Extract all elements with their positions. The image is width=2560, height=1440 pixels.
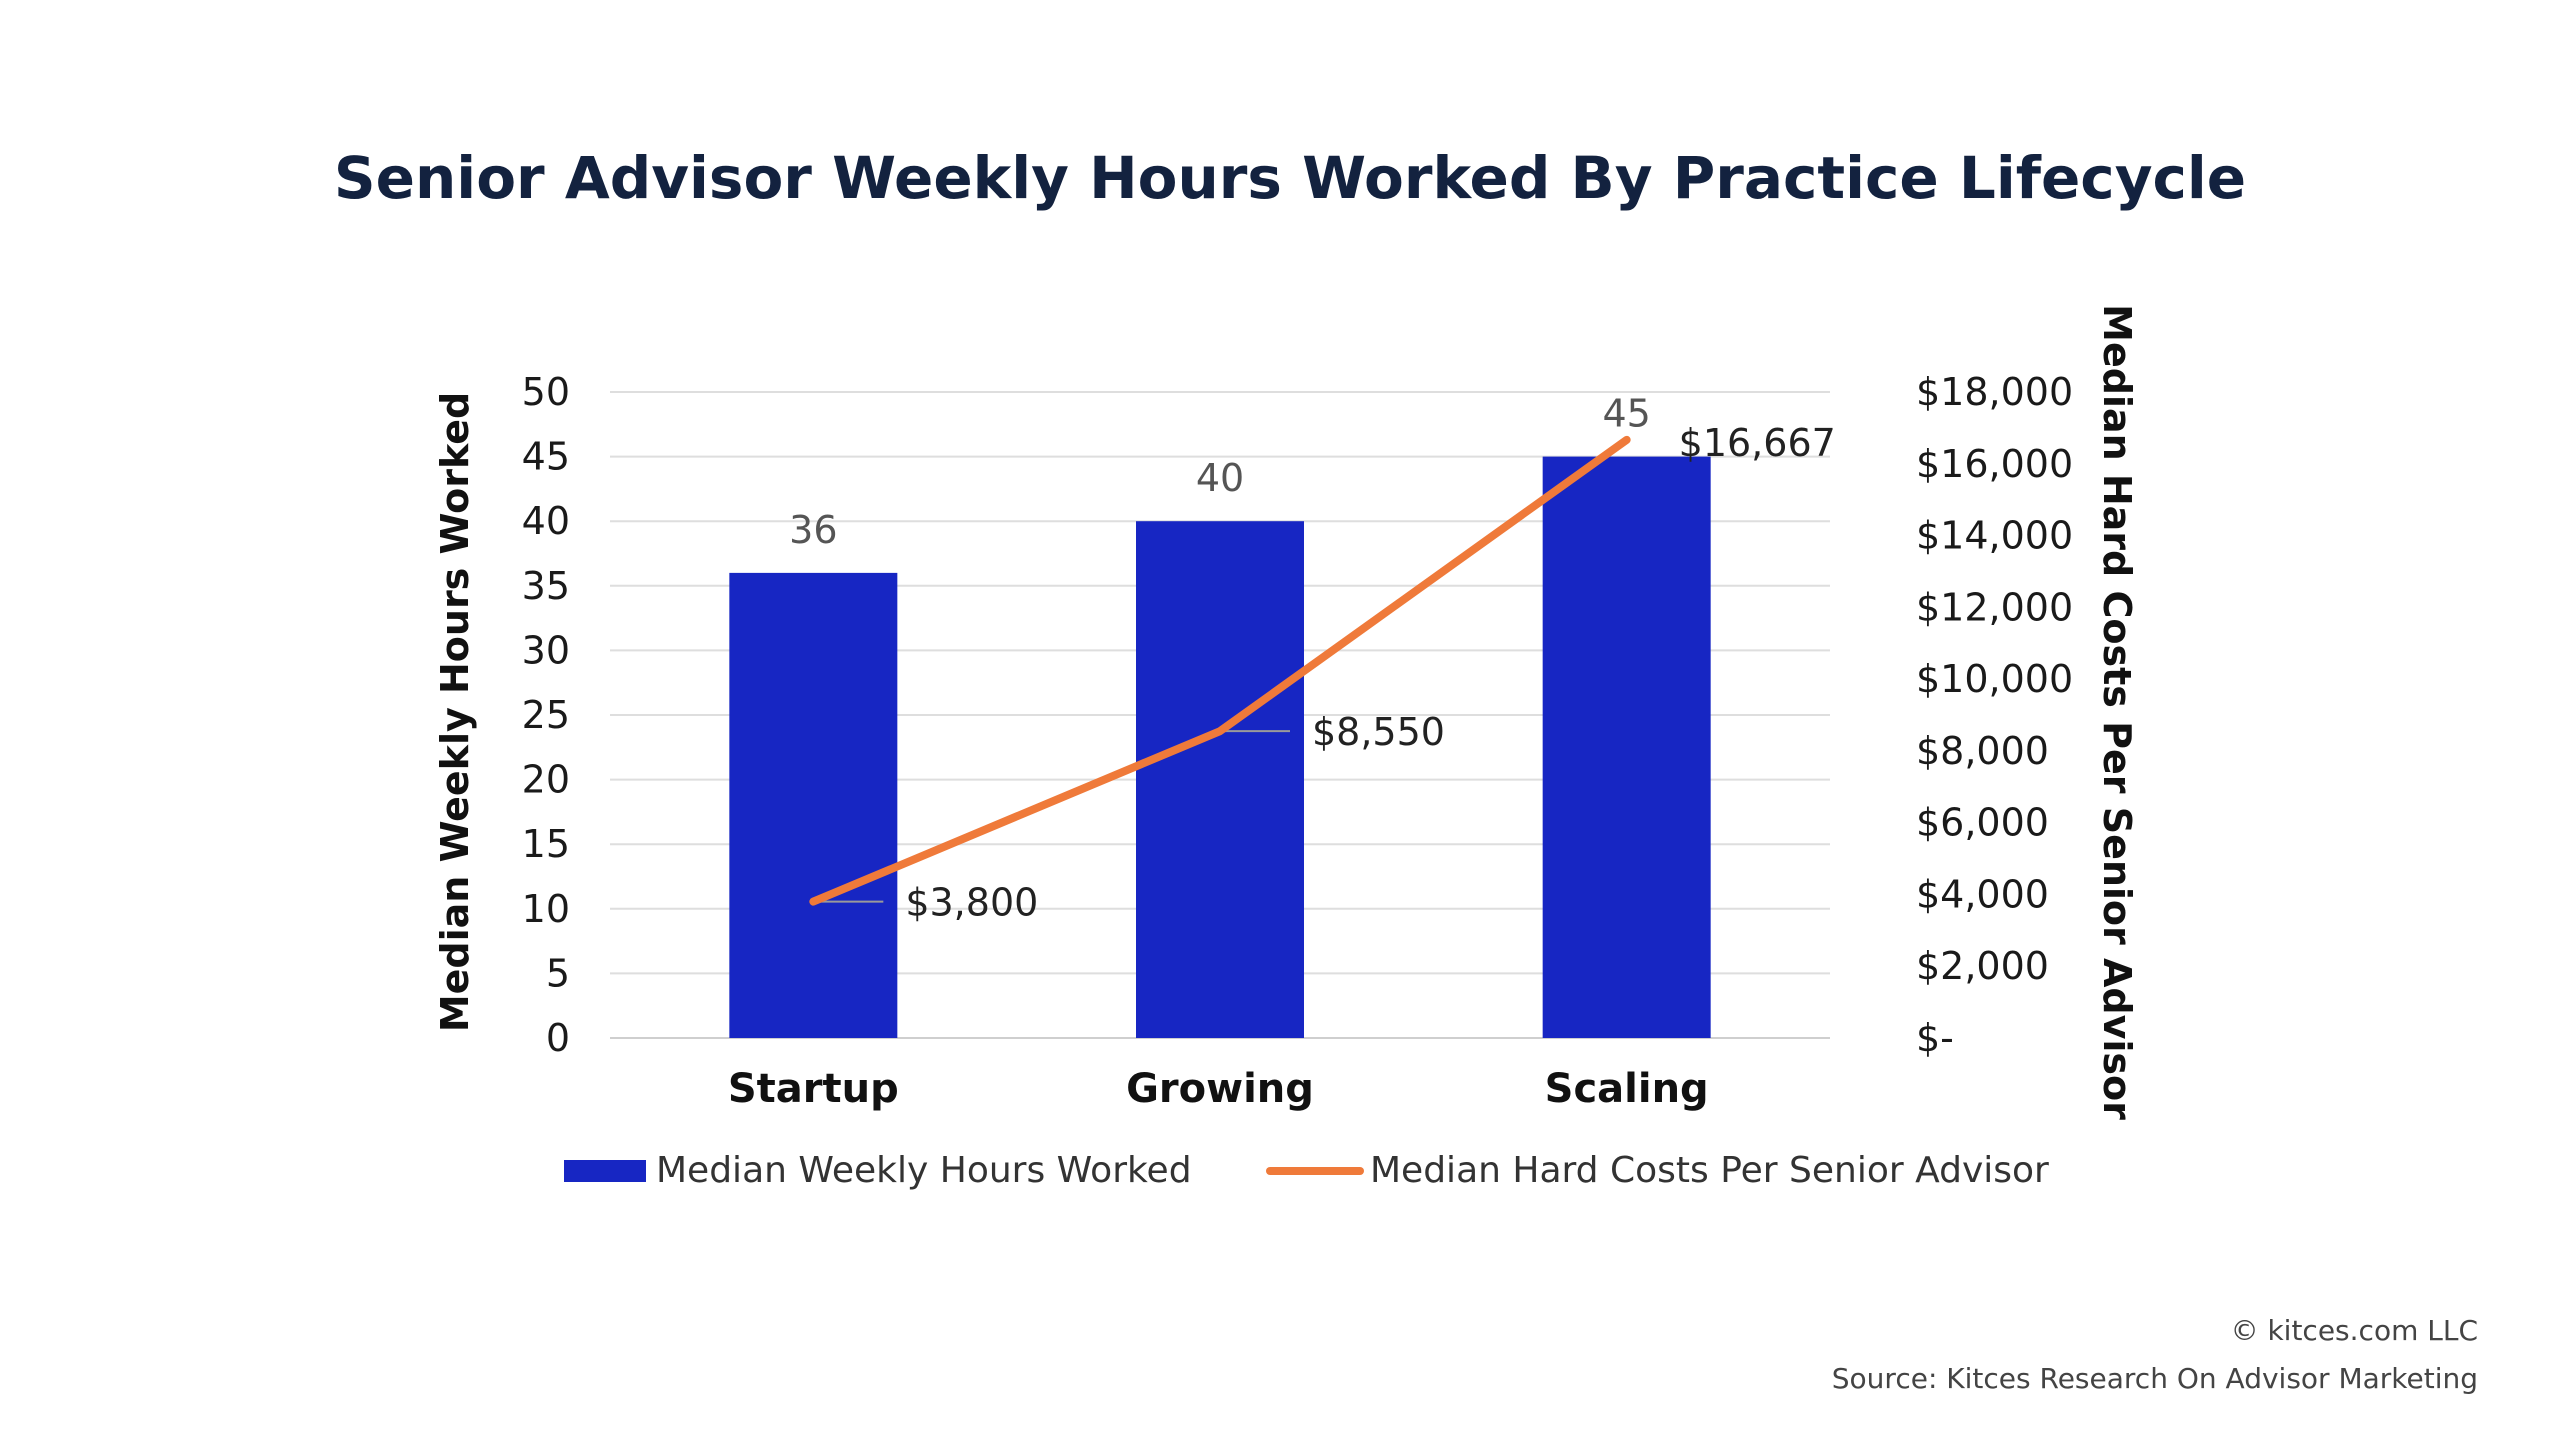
category-label: Startup xyxy=(728,1066,899,1112)
y2-tick-label: $8,000 xyxy=(1916,729,2049,773)
y-tick-label: 20 xyxy=(522,758,570,802)
line-value-label: $8,550 xyxy=(1312,710,1445,754)
y2-tick-label: $16,000 xyxy=(1916,442,2073,486)
legend: Median Weekly Hours Worked Median Hard C… xyxy=(564,1150,2049,1191)
y2-axis-label: Median Hard Costs Per Senior Advisor xyxy=(2095,304,2139,1120)
bar-value-label: 36 xyxy=(789,508,837,552)
y-tick-label: 25 xyxy=(522,693,570,737)
bar xyxy=(1136,521,1304,1038)
cost-line xyxy=(809,435,1631,906)
source-text: Source: Kitces Research On Advisor Marke… xyxy=(1832,1362,2478,1395)
y2-tick-label: $- xyxy=(1916,1016,1954,1060)
category-labels: Startup Growing Scaling xyxy=(728,1066,1709,1112)
chart-title: Senior Advisor Weekly Hours Worked By Pr… xyxy=(334,144,2246,212)
y2-tick-label: $10,000 xyxy=(1916,657,2073,701)
bar-series xyxy=(729,456,1711,1039)
y-tick-label: 30 xyxy=(522,628,570,672)
y-tick-label: 35 xyxy=(522,564,570,608)
line-series xyxy=(809,435,1631,906)
y2-tick-label: $12,000 xyxy=(1916,585,2073,629)
bar-value-label: 40 xyxy=(1196,456,1244,500)
y2-tick-label: $2,000 xyxy=(1916,944,2049,988)
bar-value-label: 45 xyxy=(1602,392,1650,436)
y-tick-label: 40 xyxy=(522,499,570,543)
copyright-text: © kitces.com LLC xyxy=(2231,1314,2478,1347)
line-value-label: $16,667 xyxy=(1679,421,1836,465)
y-tick-label: 5 xyxy=(546,951,570,995)
data-labels: 36 40 45 $3,800 $8,550 $16,667 xyxy=(789,392,1836,925)
y2-tick-label: $18,000 xyxy=(1916,370,2073,414)
y-tick-label: 45 xyxy=(522,435,570,479)
left-axis-ticks: 0 5 10 15 20 25 30 35 40 45 50 xyxy=(522,370,570,1060)
leader-lines xyxy=(813,730,1290,903)
legend-label-bars: Median Weekly Hours Worked xyxy=(656,1150,1192,1191)
y2-tick-label: $6,000 xyxy=(1916,801,2049,845)
line-value-label: $3,800 xyxy=(905,881,1038,925)
y-tick-label: 50 xyxy=(522,370,570,414)
legend-swatch-bars xyxy=(564,1160,646,1182)
y-tick-label: 0 xyxy=(546,1016,570,1060)
bar xyxy=(1542,456,1711,1039)
bar xyxy=(729,572,898,1038)
y-tick-label: 15 xyxy=(522,822,570,866)
y-tick-label: 10 xyxy=(522,887,570,931)
y2-tick-label: $14,000 xyxy=(1916,514,2073,558)
right-axis-ticks: $- $2,000 $4,000 $6,000 $8,000 $10,000 $12,000… xyxy=(1916,370,2073,1060)
y-axis-label: Median Weekly Hours Worked xyxy=(433,392,477,1032)
category-label: Scaling xyxy=(1545,1066,1709,1112)
legend-label-line: Median Hard Costs Per Senior Advisor xyxy=(1370,1150,2049,1191)
y2-tick-label: $4,000 xyxy=(1916,872,2049,916)
category-label: Growing xyxy=(1126,1066,1314,1112)
